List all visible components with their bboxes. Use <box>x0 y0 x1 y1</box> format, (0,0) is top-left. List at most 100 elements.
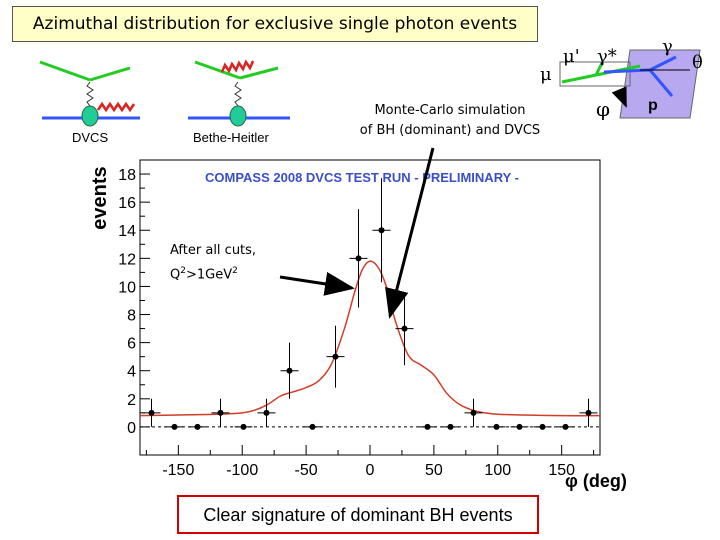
mc-note-line2: of BH (dominant) and DVCS <box>359 123 541 138</box>
mu-in-symbol: μ <box>540 64 552 85</box>
data-marker <box>148 409 155 416</box>
data-marker <box>424 423 431 430</box>
data-marker <box>263 409 270 416</box>
mc-arrow <box>385 147 435 319</box>
x-tick-label: 100 <box>484 462 511 479</box>
bh-diagram <box>188 59 290 127</box>
data-marker <box>355 255 362 262</box>
data-marker <box>171 423 178 430</box>
y-tick-label: 6 <box>127 336 136 353</box>
data-point <box>303 423 322 430</box>
data-marker <box>332 353 339 360</box>
dvcs-virtual-photon <box>86 81 94 107</box>
cuts-sup2: 2 <box>232 266 238 276</box>
y-tick-label: 12 <box>118 251 136 268</box>
data-marker <box>401 325 408 332</box>
dvcs-proton-blob <box>81 105 99 127</box>
y-axis-label: events <box>89 166 111 229</box>
plot-title: COMPASS 2008 DVCS TEST RUN - PRELIMINARY… <box>205 170 519 185</box>
cuts-mid: >1GeV <box>185 267 233 283</box>
data-marker <box>309 423 316 430</box>
data-point <box>510 423 529 430</box>
bh-label: Bethe-Heitler <box>193 130 269 145</box>
plot-frame <box>139 159 601 456</box>
data-point <box>188 423 207 430</box>
data-marker <box>562 423 569 430</box>
data-point <box>464 398 483 427</box>
mc-note-line1: Monte-Carlo simulation <box>374 103 526 118</box>
x-tick-label: 50 <box>425 462 443 479</box>
mu-out-symbol: μ' <box>563 46 580 67</box>
data-marker <box>286 367 293 374</box>
data-marker <box>585 409 592 416</box>
azimuthal-plot: COMPASS 2008 DVCS TEST RUN - PRELIMINARY… <box>89 159 627 491</box>
data-point <box>372 178 391 283</box>
data-marker <box>378 227 385 234</box>
mc-curve-layer <box>139 260 601 417</box>
slide-title: Azimuthal distribution for exclusive sin… <box>12 6 538 42</box>
x-axis-label: φ (deg) <box>565 471 627 491</box>
cuts-note: After all cuts, Q2>1GeV2 <box>170 240 256 285</box>
data-marker <box>539 423 546 430</box>
x-tick-label: -50 <box>295 462 318 479</box>
x-axis-label-text: φ (deg) <box>565 471 627 491</box>
dvcs-label: DVCS <box>72 130 109 145</box>
axis-ticks: 0 2 4 6 8 10 12 14 16 18 -150 -100 -50 0 50 100 150 <box>118 159 600 479</box>
y-tick-label: 8 <box>127 308 136 325</box>
cuts-note-line1: After all cuts, <box>170 243 257 258</box>
gamma-line <box>649 55 677 72</box>
data-point <box>326 325 345 388</box>
y-tick-label: 2 <box>127 392 136 409</box>
bh-lepton-in <box>194 60 241 80</box>
cuts-q: Q <box>170 267 181 283</box>
data-point <box>280 342 299 399</box>
phi-symbol: φ <box>596 97 610 121</box>
y-tick-label: 14 <box>118 223 136 240</box>
mc-note: Monte-Carlo simulation of BH (dominant) … <box>345 101 555 141</box>
data-point <box>165 423 184 430</box>
data-point <box>487 423 506 430</box>
y-tick-label: 0 <box>127 420 136 437</box>
bh-proton-blob <box>229 105 247 127</box>
y-tick-label: 10 <box>118 279 136 296</box>
cuts-note-line2: Q2>1GeV2 <box>170 261 256 285</box>
dvcs-real-photon <box>96 101 136 113</box>
data-point <box>211 398 230 427</box>
mu-in-line <box>561 64 641 84</box>
proton-out-line <box>648 69 674 97</box>
data-marker <box>516 423 523 430</box>
mc-curve <box>139 260 601 417</box>
y-tick-label: 16 <box>118 195 136 212</box>
proton-symbol: p <box>648 97 658 114</box>
data-point <box>349 209 368 308</box>
dvcs-diagram <box>39 60 140 127</box>
data-marker <box>447 423 454 430</box>
bh-real-photon <box>220 59 255 74</box>
bh-virtual-photon <box>234 81 242 107</box>
x-tick-label: 150 <box>548 462 575 479</box>
cuts-arrow <box>279 272 355 296</box>
data-point <box>579 398 598 427</box>
data-marker <box>217 409 224 416</box>
data-point <box>142 398 161 427</box>
cuts-sup1: 2 <box>180 266 186 276</box>
x-tick-label: -150 <box>162 462 194 479</box>
x-tick-label: -100 <box>226 462 258 479</box>
data-marker <box>470 409 477 416</box>
data-point <box>441 423 460 430</box>
conclusion-box: Clear signature of dominant BH events <box>177 495 539 534</box>
lepton-plane <box>559 61 631 87</box>
y-tick-label: 4 <box>127 364 136 381</box>
data-point <box>533 423 552 430</box>
gamma-symbol: γ <box>662 36 673 57</box>
mu-out-line <box>594 62 604 76</box>
data-marker <box>240 423 247 430</box>
data-points-layer <box>142 178 598 430</box>
dvcs-lepton-out <box>89 66 131 82</box>
bh-lepton-out <box>239 66 279 80</box>
theta-symbol: θ <box>692 52 703 73</box>
data-point <box>257 398 276 427</box>
y-tick-label: 18 <box>118 167 136 184</box>
data-marker <box>194 423 201 430</box>
